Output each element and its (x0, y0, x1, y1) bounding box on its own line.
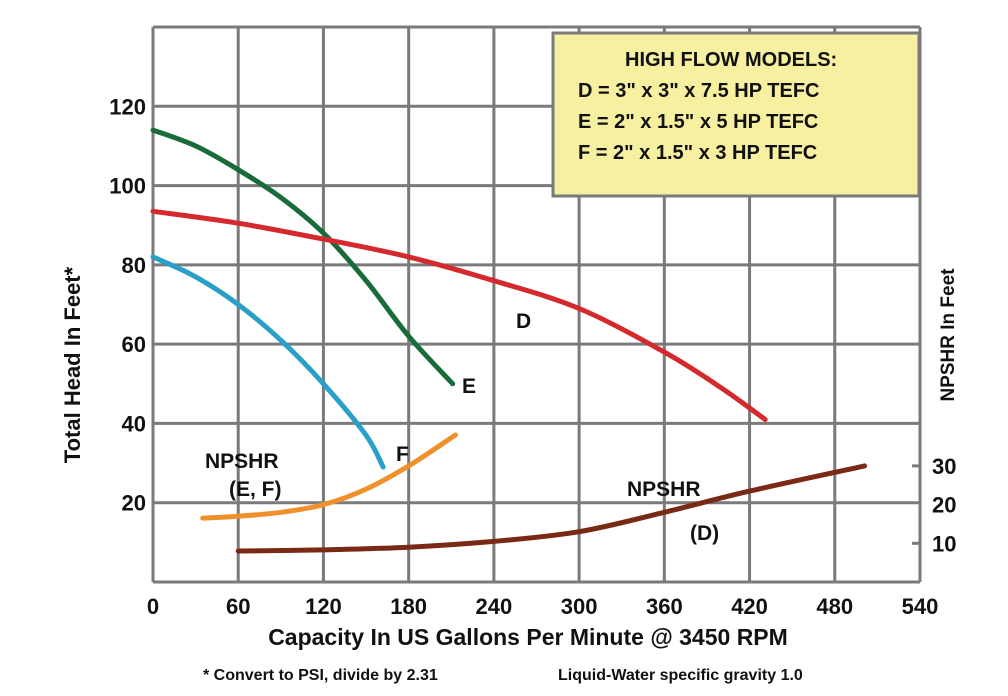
x-tick-label: 180 (390, 594, 427, 619)
curve-d (150, 208, 768, 422)
curve-label-f: F (396, 443, 409, 466)
y-tick-labels: 20 40 60 80 100 120 (109, 94, 146, 515)
legend-entry-e: E = 2" x 1.5" x 5 HP TEFC (578, 111, 818, 133)
legend-background (551, 31, 921, 198)
x-tick-label: 300 (561, 594, 598, 619)
right-y-tick-label: 10 (932, 531, 956, 556)
y-axis-title: Total Head In Feet* (60, 266, 85, 463)
x-tick-labels: 0 60 120 180 240 300 360 420 480 540 (147, 594, 938, 619)
curves (150, 127, 868, 554)
curve-f (150, 254, 386, 470)
y-tick-label: 120 (109, 94, 146, 119)
y-tick-label: 100 (109, 174, 146, 199)
y-tick-label: 40 (122, 411, 146, 436)
y-tick-label: 80 (122, 253, 146, 278)
curve-npshr-e-f (200, 432, 458, 521)
curve-e (150, 127, 456, 387)
npshr-d-label-line2: (D) (690, 522, 719, 545)
x-tick-label: 480 (816, 594, 853, 619)
right-y-tick-label: 30 (932, 454, 956, 479)
x-tick-label: 540 (902, 594, 939, 619)
x-tick-label: 0 (147, 594, 159, 619)
x-tick-label: 360 (646, 594, 683, 619)
legend-title: HIGH FLOW MODELS: (625, 49, 837, 71)
right-y-tick-label: 20 (932, 493, 956, 518)
legend-entry-f: F = 2" x 1.5" x 3 HP TEFC (578, 142, 817, 164)
right-y-tick-labels: 30 20 10 (932, 454, 956, 556)
x-tick-label: 240 (476, 594, 513, 619)
legend-entry-d: D = 3" x 3" x 7.5 HP TEFC (578, 80, 819, 102)
footnote-psi: * Convert to PSI, divide by 2.31 (203, 667, 438, 684)
x-tick-label: 120 (305, 594, 342, 619)
legend-box: HIGH FLOW MODELS: D = 3" x 3" x 7.5 HP T… (551, 31, 921, 198)
y-tick-label: 60 (122, 332, 146, 357)
y-tick-label: 20 (122, 491, 146, 516)
npshr-d-label-line1: NPSHR (627, 478, 701, 501)
curve-label-e: E (462, 375, 476, 398)
right-y-axis-title: NPSHR In Feet (938, 268, 959, 402)
curve-label-d: D (516, 310, 531, 333)
footnote-gravity: Liquid-Water specific gravity 1.0 (558, 667, 803, 684)
npshr-ef-label-line1: NPSHR (205, 450, 279, 473)
x-tick-label: 60 (226, 594, 250, 619)
curve-npshr-d (235, 463, 868, 554)
x-axis-title: Capacity In US Gallons Per Minute @ 3450… (268, 624, 788, 650)
x-tick-label: 420 (731, 594, 768, 619)
npshr-ef-label-line2: (E, F) (229, 478, 282, 501)
